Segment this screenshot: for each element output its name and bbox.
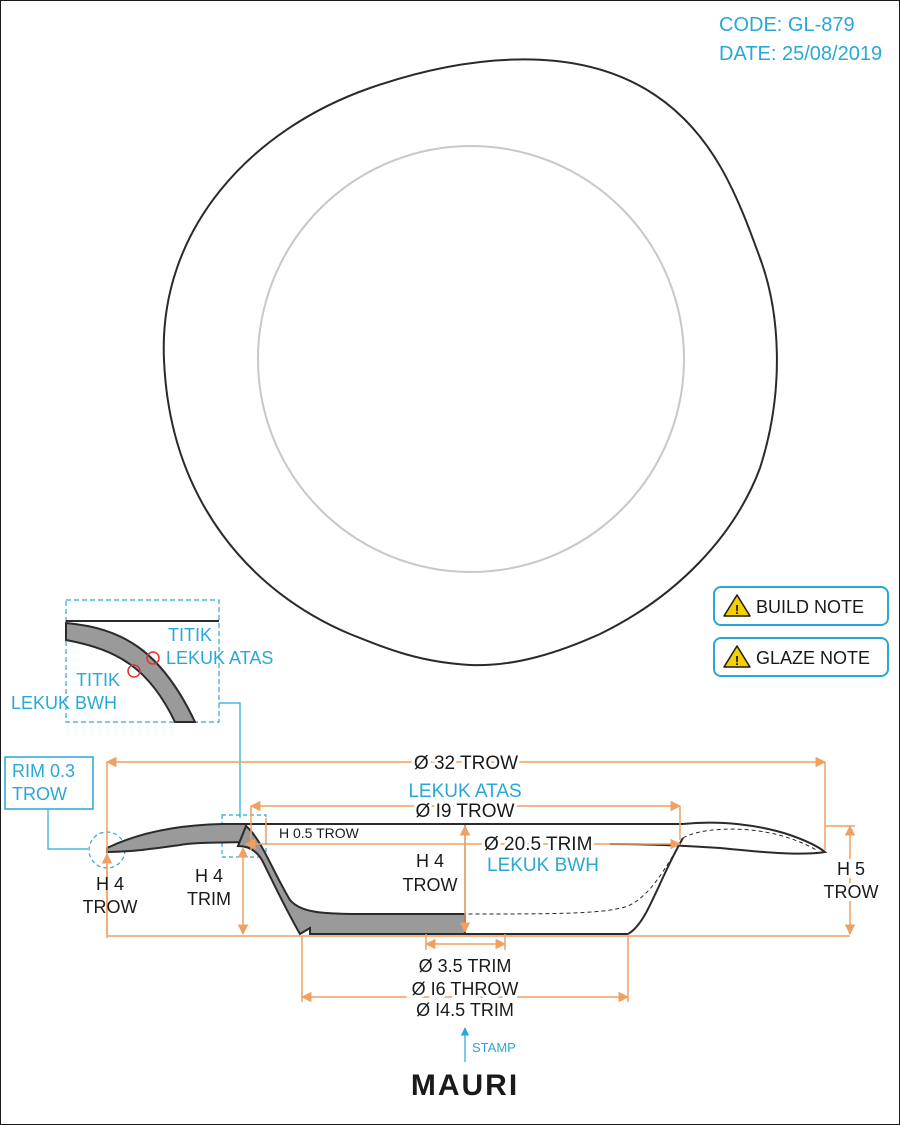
dim-d19: Ø I9 TROW — [416, 801, 515, 822]
glaze-note-label: GLAZE NOTE — [756, 648, 870, 668]
build-note-button[interactable]: ! BUILD NOTE — [713, 586, 889, 626]
mauri-logo: MAURI — [411, 1069, 519, 1102]
rim-callout-line1: RIM 0.3 — [12, 761, 75, 781]
titik-atas-line2: LEKUK ATAS — [166, 648, 273, 668]
stamp-label: STAMP — [472, 1040, 516, 1055]
dim-d16: Ø I6 THROW — [412, 979, 519, 999]
dim-h4-mid-2: TROW — [403, 875, 458, 895]
dim-h4-trim-2: TRIM — [187, 889, 231, 909]
dim-h5-1: H 5 — [837, 859, 865, 879]
date-label: DATE: 25/08/2019 — [719, 43, 882, 65]
dim-lekuk-atas: LEKUK ATAS — [408, 781, 521, 802]
plate-well-circle — [257, 145, 685, 573]
rim-callout-line2: TROW — [12, 784, 67, 804]
build-note-label: BUILD NOTE — [756, 597, 864, 617]
titik-atas-line1: TITIK — [168, 625, 212, 645]
titik-bwh-line1: TITIK — [76, 670, 120, 690]
warning-icon: ! — [723, 594, 751, 617]
svg-text:!: ! — [735, 653, 739, 668]
dim-lekuk-bwh: LEKUK BWH — [487, 855, 599, 876]
dim-h05: H 0.5 TROW — [279, 825, 360, 841]
dim-d205: Ø 20.5 TRIM — [484, 834, 592, 855]
dim-d145: Ø I4.5 TRIM — [416, 1000, 514, 1020]
titik-bwh-line2: LEKUK BWH — [11, 693, 117, 713]
dim-h4-left-2: TROW — [83, 897, 138, 917]
svg-text:!: ! — [735, 602, 739, 617]
dim-h5-2: TROW — [824, 882, 879, 902]
glaze-note-button[interactable]: ! GLAZE NOTE — [713, 637, 889, 677]
dim-h4-left-1: H 4 — [96, 874, 124, 894]
dim-h4-mid-1: H 4 — [416, 851, 444, 871]
plate-outline — [162, 58, 778, 667]
rim-callout: RIM 0.3 TROW — [4, 756, 126, 869]
dim-d32: Ø 32 TROW — [414, 753, 518, 774]
dimension-lines — [101, 756, 856, 1003]
dim-d35: Ø 3.5 TRIM — [419, 956, 512, 976]
titik-lekuk-bwh-marker — [127, 664, 141, 678]
titik-lekuk-atas-marker — [146, 651, 160, 665]
detail-leader — [219, 702, 241, 818]
dim-h4-trim-1: H 4 — [195, 866, 223, 886]
code-label: CODE: GL-879 — [719, 14, 855, 36]
warning-icon: ! — [723, 645, 751, 668]
detail-view: TITIK LEKUK ATAS TITIK LEKUK BWH — [11, 599, 273, 723]
